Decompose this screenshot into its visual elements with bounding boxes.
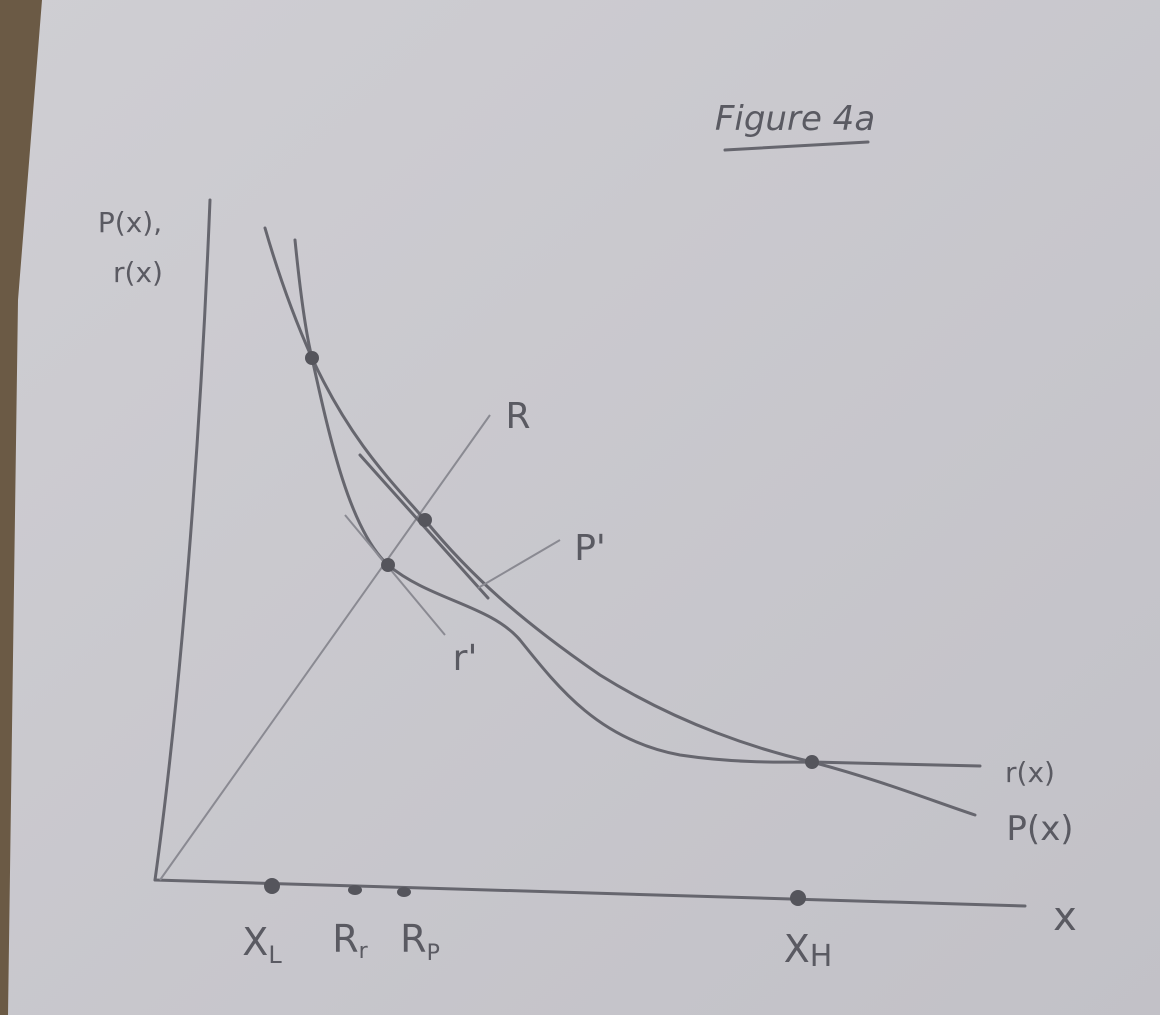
label-main: X [242, 920, 268, 964]
intersection-dot [805, 755, 819, 769]
diagram: Figure 4a P(x), r(x) x R P' r' r(x) P(x)… [0, 0, 1160, 1015]
label-sub: H [810, 939, 833, 974]
intersection-dot [381, 558, 395, 572]
curve-label: r(x) [1005, 756, 1055, 789]
page: Figure 4a P(x), r(x) x R P' r' r(x) P(x)… [0, 0, 1160, 1015]
curve-label: r' [453, 638, 478, 679]
label-sub: L [268, 941, 282, 969]
x-axis-label: x [1053, 894, 1077, 940]
curve-label: R [505, 396, 530, 437]
curve-label: P' [574, 528, 606, 569]
label-main: R [400, 917, 426, 961]
intersection-dot [418, 513, 432, 527]
curve-label: P(x) [1006, 809, 1073, 849]
axis-dot [264, 878, 280, 894]
figure-title: Figure 4a [715, 99, 875, 139]
label-main: X [784, 927, 810, 971]
y-axis-label: r(x) [113, 256, 163, 289]
intersection-dot [305, 351, 319, 365]
label-sub: r [359, 939, 369, 964]
axis-dot [397, 887, 411, 897]
paper [0, 0, 1160, 1015]
label-main: R [332, 917, 358, 961]
y-axis-label: P(x), [98, 206, 162, 239]
axis-dot [790, 890, 806, 906]
label-sub: P [427, 941, 440, 966]
axis-dot [348, 885, 362, 895]
